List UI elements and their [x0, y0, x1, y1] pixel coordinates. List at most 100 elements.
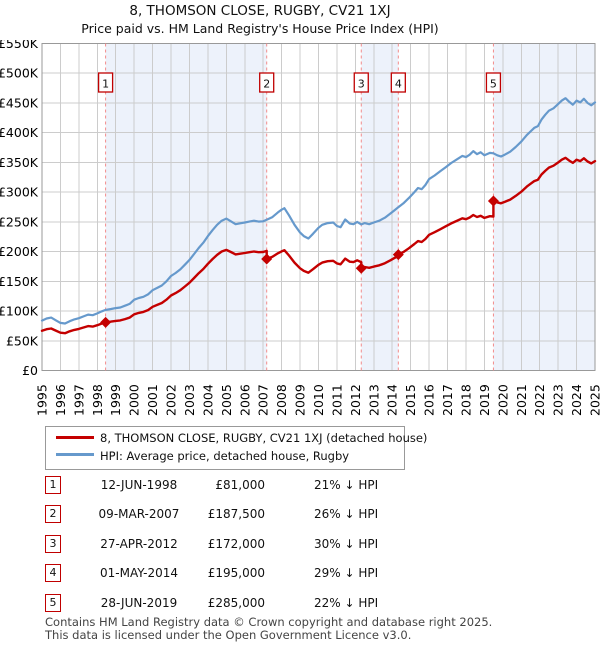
x-tick-label: 2013	[366, 384, 381, 416]
price-line-swatch	[56, 435, 94, 439]
sale-date: 28-JUN-2019	[100, 595, 178, 610]
y-tick-label: £400K	[0, 125, 39, 140]
x-tick-label: 2020	[495, 384, 510, 416]
legend-label-hpi: HPI: Average price, detached house, Rugb…	[100, 448, 350, 463]
price-paid-line	[40, 156, 597, 335]
x-tick-label: 2019	[477, 384, 492, 416]
x-tick-label: 1998	[90, 384, 105, 416]
sale-date: 09-MAR-2007	[98, 507, 180, 521]
y-tick-label: £300K	[0, 185, 39, 200]
x-tick-label: 2021	[514, 384, 529, 416]
y-tick-label: £0	[22, 363, 38, 378]
sale-hpi-delta: 22% ↓ HPI	[314, 595, 379, 610]
sale-price: £172,000	[207, 536, 265, 551]
sale-marker-diamond	[355, 262, 367, 274]
sale-number-box	[259, 72, 275, 93]
sale-number: 1	[102, 78, 109, 91]
sale-price: £195,000	[207, 566, 265, 580]
sale-number-badge: 1	[45, 475, 61, 494]
sale-number-badge: 5	[45, 593, 61, 612]
x-tick-label: 2000	[127, 384, 142, 416]
plot-border	[41, 43, 596, 371]
sale-number-box	[390, 72, 406, 93]
sale-number-badge: 3	[45, 534, 61, 553]
y-tick-label: £250K	[0, 214, 39, 229]
sale-number-box	[97, 72, 114, 93]
sale-number: 3	[358, 78, 365, 91]
x-tick-label: 1997	[71, 384, 86, 416]
sale-marker-diamond	[487, 195, 499, 207]
x-tick-label: 2018	[458, 384, 473, 416]
license-line-1: Contains HM Land Registry data © Crown c…	[45, 615, 493, 629]
table-row: 2 09-MAR-2007 £187,500 26% ↓ HPI	[45, 505, 565, 524]
legend-item-hpi: HPI: Average price, detached house, Rugb…	[46, 448, 404, 466]
license-line-2: This data is licensed under the Open Gov…	[45, 627, 412, 642]
y-tick-label: £200K	[0, 244, 39, 259]
y-tick-label: £450K	[0, 95, 39, 110]
sale-price: £81,000	[215, 477, 265, 492]
y-tick-label: £350K	[0, 155, 39, 170]
sale-number: 2	[263, 78, 270, 91]
x-tick-label: 1999	[108, 384, 123, 416]
x-tick-label: 2008	[274, 384, 289, 416]
page-title: 8, THOMSON CLOSE, RUGBY, CV21 1XJ	[129, 3, 391, 19]
license-footer: Contains HM Land Registry data © Crown c…	[45, 616, 492, 641]
x-tick-label: 2002	[164, 384, 179, 416]
x-tick-label: 2024	[569, 384, 584, 416]
x-tick-label: 2004	[200, 384, 215, 416]
x-tick-label: 2015	[403, 384, 418, 416]
x-tick-label: 2010	[311, 384, 326, 416]
x-tick-label: 1995	[35, 384, 50, 416]
sale-number: 4	[395, 78, 402, 91]
table-row: 4 01-MAY-2014 £195,000 29% ↓ HPI	[45, 564, 565, 583]
y-tick-label: £50K	[6, 333, 39, 348]
legend-item-price-paid: 8, THOMSON CLOSE, RUGBY, CV21 1XJ (detac…	[46, 430, 427, 448]
x-tick-label: 2003	[182, 384, 197, 416]
price-chart: 1 2 3 4 5 £0 £50K £100K £150K £200K £250K £300K £350…	[0, 40, 600, 416]
x-tick-label: 2017	[440, 384, 455, 416]
x-tick-label: 2006	[237, 384, 252, 416]
sale-number-badge: 4	[45, 564, 61, 582]
x-tick-label: 2007	[256, 384, 271, 416]
sale-hpi-delta: 21% ↓ HPI	[314, 477, 379, 492]
x-tick-label: 2011	[329, 384, 344, 416]
ownership-period-band	[105, 43, 267, 371]
y-tick-label: £100K	[0, 304, 39, 319]
chart-legend: 8, THOMSON CLOSE, RUGBY, CV21 1XJ (detac…	[45, 426, 427, 470]
sale-number-box	[485, 72, 502, 93]
table-row: 1 12-JUN-1998 £81,000 21% ↓ HPI	[45, 475, 565, 494]
sale-price: £285,000	[207, 595, 265, 610]
x-tick-label: 2022	[532, 384, 547, 416]
sale-date: 12-JUN-1998	[100, 477, 178, 492]
page-subtitle: Price paid vs. HM Land Registry's House …	[81, 21, 439, 36]
sale-number: 5	[490, 78, 497, 91]
sale-price: £187,500	[207, 507, 265, 521]
sale-number-box	[353, 72, 369, 93]
sale-hpi-delta: 29% ↓ HPI	[314, 566, 379, 580]
sale-marker-diamond	[100, 316, 112, 328]
x-tick-label: 2005	[219, 384, 234, 416]
x-tick-label: 2012	[348, 384, 363, 416]
x-tick-label: 2025	[588, 384, 600, 416]
hpi-line-swatch	[56, 453, 94, 456]
sale-hpi-delta: 30% ↓ HPI	[314, 536, 379, 551]
y-tick-label: £500K	[0, 66, 39, 81]
sale-hpi-delta: 26% ↓ HPI	[314, 507, 379, 521]
sales-table: 1 12-JUN-1998 £81,000 21% ↓ HPI 2 09-MAR…	[45, 475, 565, 623]
table-row: 3 27-APR-2012 £172,000 30% ↓ HPI	[45, 534, 565, 553]
table-row: 5 28-JUN-2019 £285,000 22% ↓ HPI	[45, 593, 565, 612]
ownership-period-band	[493, 43, 595, 371]
x-tick-label: 2016	[422, 384, 437, 416]
sale-number-badge: 2	[45, 505, 61, 523]
y-tick-label: £550K	[0, 40, 39, 51]
sale-marker-diamond	[392, 249, 404, 261]
x-tick-label: 2001	[145, 384, 160, 416]
sale-date: 01-MAY-2014	[99, 566, 178, 580]
x-tick-label: 1996	[53, 384, 68, 416]
x-tick-label: 2014	[385, 384, 400, 416]
hpi-line	[40, 97, 597, 325]
x-tick-label: 2023	[551, 384, 566, 416]
legend-label-price-paid: 8, THOMSON CLOSE, RUGBY, CV21 1XJ (detac…	[100, 431, 428, 445]
x-tick-label: 2009	[293, 384, 308, 416]
